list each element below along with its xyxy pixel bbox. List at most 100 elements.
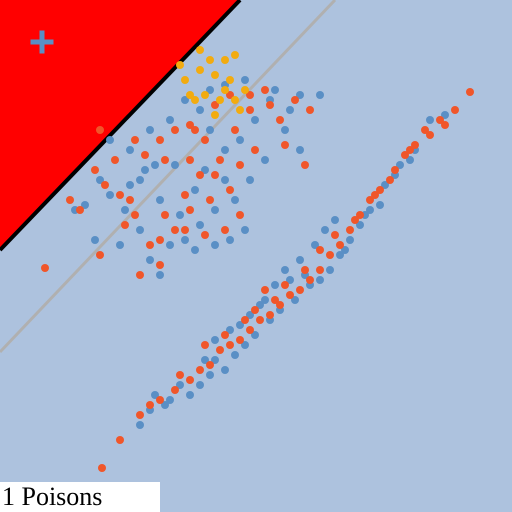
data-point-gold	[241, 86, 249, 94]
data-point-blue	[331, 216, 339, 224]
data-point-blue	[81, 201, 89, 209]
data-point-orange	[451, 106, 459, 114]
data-point-blue	[116, 241, 124, 249]
data-point-orange	[241, 316, 249, 324]
data-point-orange	[271, 296, 279, 304]
data-point-blue	[366, 206, 374, 214]
data-point-orange	[306, 276, 314, 284]
data-point-blue	[296, 256, 304, 264]
data-point-orange	[236, 161, 244, 169]
data-point-orange	[136, 271, 144, 279]
data-point-orange	[406, 146, 414, 154]
data-point-orange	[146, 401, 154, 409]
lines-layer	[0, 0, 337, 354]
data-point-blue	[136, 226, 144, 234]
data-point-orange	[276, 301, 284, 309]
data-point-blue	[341, 246, 349, 254]
points-layer	[41, 46, 474, 472]
data-point-gold	[191, 96, 199, 104]
data-point-orange	[386, 176, 394, 184]
data-point-orange	[216, 346, 224, 354]
data-point-orange	[281, 141, 289, 149]
data-point-blue	[441, 111, 449, 119]
data-point-blue	[316, 276, 324, 284]
data-point-blue	[181, 96, 189, 104]
data-point-orange	[371, 191, 379, 199]
data-point-blue	[156, 271, 164, 279]
data-point-orange	[351, 216, 359, 224]
data-point-orange	[296, 286, 304, 294]
data-point-orange	[156, 396, 164, 404]
data-point-blue	[261, 156, 269, 164]
data-point-blue	[246, 311, 254, 319]
data-point-gold	[211, 71, 219, 79]
data-point-orange	[306, 106, 314, 114]
data-point-blue	[196, 106, 204, 114]
data-point-orange	[141, 151, 149, 159]
data-point-blue	[211, 336, 219, 344]
data-point-orange	[131, 211, 139, 219]
data-point-orange	[211, 171, 219, 179]
data-point-orange	[66, 196, 74, 204]
data-point-orange	[231, 126, 239, 134]
data-point-gold	[176, 61, 184, 69]
data-point-gold	[211, 111, 219, 119]
data-point-orange	[121, 221, 129, 229]
data-point-orange	[236, 211, 244, 219]
data-point-blue	[271, 86, 279, 94]
data-point-blue	[396, 161, 404, 169]
data-point-orange	[161, 211, 169, 219]
data-point-orange	[301, 266, 309, 274]
data-point-orange	[186, 121, 194, 129]
data-point-orange	[401, 151, 409, 159]
data-point-blue	[281, 266, 289, 274]
data-point-orange	[131, 136, 139, 144]
data-point-blue	[356, 221, 364, 229]
data-point-orange	[181, 226, 189, 234]
data-point-blue	[231, 351, 239, 359]
data-point-blue	[226, 236, 234, 244]
data-point-blue	[181, 236, 189, 244]
data-point-blue	[96, 176, 104, 184]
data-point-orange	[111, 156, 119, 164]
data-point-orange	[116, 436, 124, 444]
data-point-blue	[211, 241, 219, 249]
data-point-blue	[206, 371, 214, 379]
data-point-orange	[98, 464, 106, 472]
data-point-orange	[196, 171, 204, 179]
data-point-blue	[211, 206, 219, 214]
data-point-orange	[91, 166, 99, 174]
markers-layer	[30, 30, 54, 54]
data-point-gold	[221, 56, 229, 64]
data-point-orange	[96, 251, 104, 259]
data-point-orange	[246, 91, 254, 99]
data-point-orange	[161, 156, 169, 164]
data-point-orange	[421, 126, 429, 134]
data-point-blue	[221, 366, 229, 374]
data-point-blue	[231, 196, 239, 204]
data-point-blue	[141, 166, 149, 174]
data-point-blue	[346, 236, 354, 244]
data-point-blue	[376, 201, 384, 209]
data-point-blue	[241, 76, 249, 84]
data-point-orange	[426, 131, 434, 139]
data-point-blue	[336, 251, 344, 259]
data-point-blue	[211, 356, 219, 364]
data-point-blue	[326, 266, 334, 274]
data-point-blue	[196, 381, 204, 389]
data-point-orange	[156, 136, 164, 144]
data-point-orange	[326, 251, 334, 259]
data-point-orange	[176, 371, 184, 379]
data-point-blue	[256, 301, 264, 309]
data-point-gold	[216, 96, 224, 104]
data-point-blue	[296, 146, 304, 154]
data-point-orange	[346, 226, 354, 234]
data-point-orange	[116, 191, 124, 199]
data-point-orange	[226, 186, 234, 194]
data-point-blue	[291, 296, 299, 304]
data-point-blue	[171, 161, 179, 169]
data-point-gold	[186, 91, 194, 99]
data-point-blue	[321, 226, 329, 234]
data-point-orange	[41, 264, 49, 272]
